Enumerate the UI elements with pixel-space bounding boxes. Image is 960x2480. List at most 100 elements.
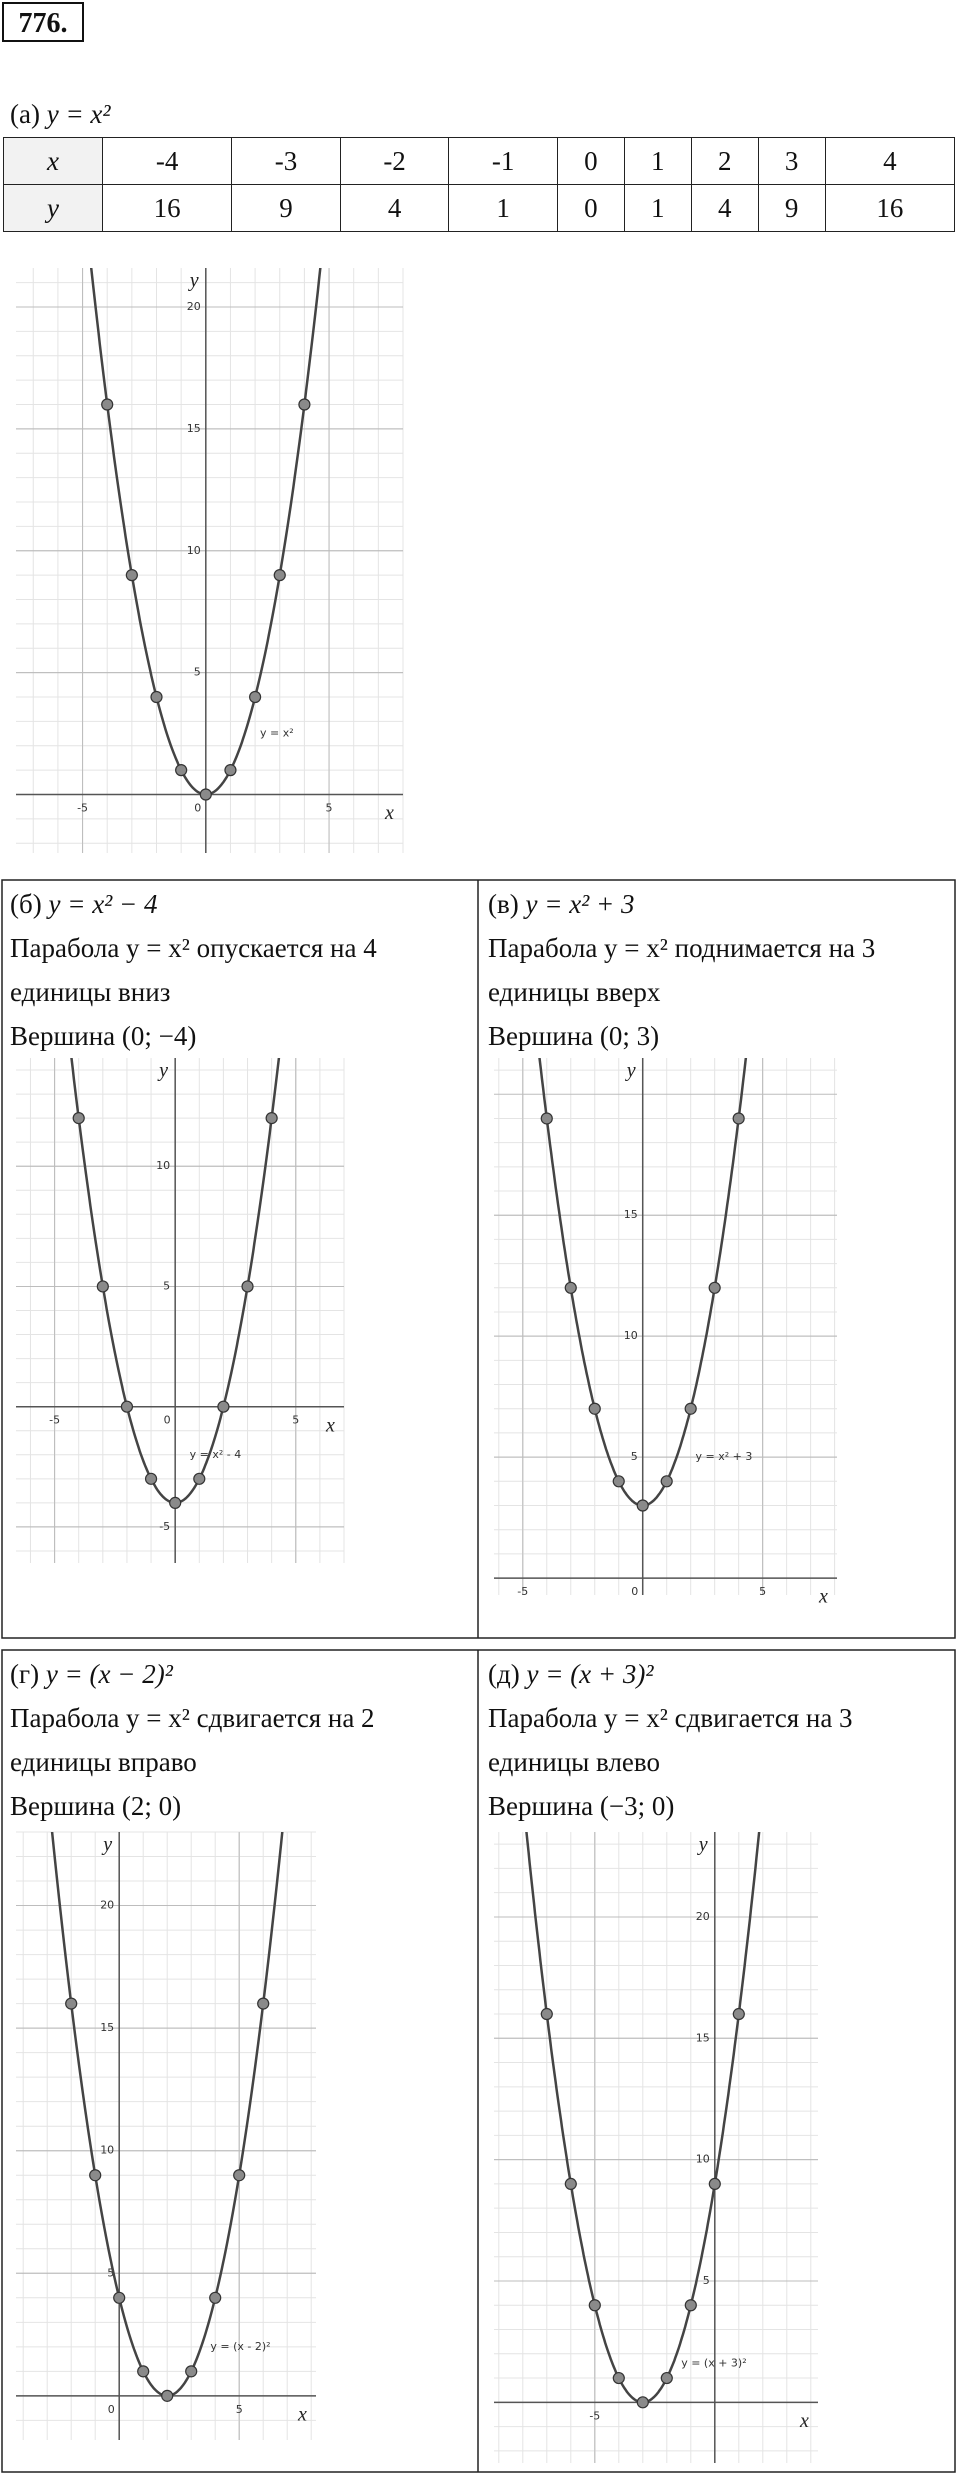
point <box>564 2177 577 2191</box>
table-cell: 4 <box>339 184 450 232</box>
part-header: (б) y = x² − 4 <box>10 882 158 926</box>
x-axis-label: x <box>297 2403 307 2425</box>
table-cell: 4 <box>690 184 759 232</box>
y-tick-label: 5 <box>107 2266 114 2279</box>
y-tick-label: 15 <box>100 2021 114 2034</box>
point <box>588 2299 601 2312</box>
point <box>265 1112 278 1125</box>
y-tick-label: 15 <box>187 422 201 435</box>
x-tick-label: 0 <box>164 1414 171 1427</box>
y-tick-label: 5 <box>163 1279 170 1292</box>
parabola <box>50 1832 284 2398</box>
point <box>249 690 262 704</box>
x-tick-label: -5 <box>49 1414 60 1427</box>
x-tick-label: 0 <box>108 2403 115 2416</box>
part-header: (а) y = x² <box>10 92 111 136</box>
y-axis-label: y <box>625 1060 636 1082</box>
x-tick-label: 0 <box>631 1585 638 1598</box>
table-cell: 0 <box>556 137 625 185</box>
point <box>564 1281 577 1294</box>
table-cell: 2 <box>690 137 759 185</box>
point <box>257 1997 270 2010</box>
y-tick-label: 10 <box>156 1159 170 1172</box>
y-tick-label: 10 <box>696 2153 710 2166</box>
point <box>113 2291 126 2304</box>
point <box>65 1997 78 2010</box>
part-label: (а) <box>10 99 40 129</box>
part-label: (в) <box>488 889 519 919</box>
point <box>660 1475 673 1488</box>
curve-label: y = x² <box>260 727 294 740</box>
point <box>144 1472 158 1485</box>
point <box>540 1112 553 1125</box>
y-axis-label: y <box>157 1060 168 1082</box>
y-tick-label: 10 <box>624 1329 638 1342</box>
formula: y = x² − 4 <box>48 889 158 919</box>
point <box>72 1112 85 1125</box>
curve-label: y = (x - 2)² <box>210 2340 270 2353</box>
part-label: (г) <box>10 1659 40 1689</box>
point <box>224 764 237 777</box>
point <box>660 2371 673 2385</box>
y-tick-label: 20 <box>696 1910 710 1923</box>
point <box>732 2007 745 2021</box>
vertex: Вершина (−3; 0) <box>488 1791 675 1821</box>
point <box>96 1280 109 1293</box>
x-tick-label: 5 <box>292 1414 299 1427</box>
table-cell: 1 <box>448 184 558 232</box>
point <box>169 1496 182 1509</box>
x-tick-label: -5 <box>589 2409 600 2422</box>
vertex: Вершина (0; 3) <box>488 1021 660 1051</box>
part-header: (г) y = (x − 2)² <box>10 1652 173 1696</box>
vertex: Вершина (2; 0) <box>10 1791 182 1821</box>
parabola <box>538 1058 748 1507</box>
x-tick-label: 5 <box>326 802 333 815</box>
graph: 5 10 15 20 -5 x y y = (x + 3)² <box>494 1832 818 2463</box>
y-tick-label: 5 <box>194 666 201 679</box>
table-cell: y <box>3 184 103 232</box>
x-tick-label: 5 <box>759 1585 766 1598</box>
graph: 5 10 15 20 0 5 x y y = (x - 2)² <box>16 1831 316 2440</box>
vertex: Вершина (0; −4) <box>10 1021 197 1051</box>
value-table: x -4 -3 -2 -1 0 1 2 3 4 y 16 9 4 1 0 1 4 9 16 <box>3 137 956 232</box>
point <box>588 1402 601 1415</box>
point <box>161 2389 174 2402</box>
parabola <box>89 268 322 796</box>
table-cell: 9 <box>231 184 341 232</box>
point <box>150 690 163 704</box>
point <box>89 2169 102 2182</box>
point <box>233 2169 246 2182</box>
y-tick-label: 20 <box>100 1899 114 1912</box>
problem-number: 776. <box>2 2 84 42</box>
description: Парабола y = x² опускается на 4 единицы … <box>10 933 377 1007</box>
table-cell: 1 <box>623 184 692 232</box>
y-tick-label: 20 <box>187 300 201 313</box>
y-tick-label: 15 <box>624 1208 638 1221</box>
point <box>241 1280 254 1293</box>
point <box>137 2365 150 2378</box>
x-tick-label: -5 <box>517 1585 528 1598</box>
y-tick-label: 5 <box>631 1450 638 1463</box>
point <box>540 2007 553 2021</box>
y-tick-label: 10 <box>100 2144 114 2157</box>
y-tick-label: 15 <box>696 2031 710 2044</box>
parabola <box>525 1832 761 2404</box>
y-tick-label: 10 <box>187 544 201 557</box>
graph: 5 10 15 20 -5 0 5 x y y = x² <box>16 268 404 853</box>
point <box>732 1112 745 1125</box>
curve-label: y = x² - 4 <box>190 1448 242 1461</box>
point <box>193 1472 206 1485</box>
point <box>273 569 286 582</box>
y-axis-label: y <box>188 270 199 292</box>
x-axis-label: x <box>818 1586 828 1608</box>
description: Парабола y = x² сдвигается на 3 единицы … <box>488 1703 853 1777</box>
x-axis-label: x <box>325 1414 335 1436</box>
table-cell: -1 <box>448 137 558 185</box>
point <box>684 2299 697 2312</box>
part-label: (д) <box>488 1659 520 1689</box>
formula: y = x² + 3 <box>525 889 635 919</box>
point <box>298 398 311 411</box>
point <box>684 1402 697 1415</box>
